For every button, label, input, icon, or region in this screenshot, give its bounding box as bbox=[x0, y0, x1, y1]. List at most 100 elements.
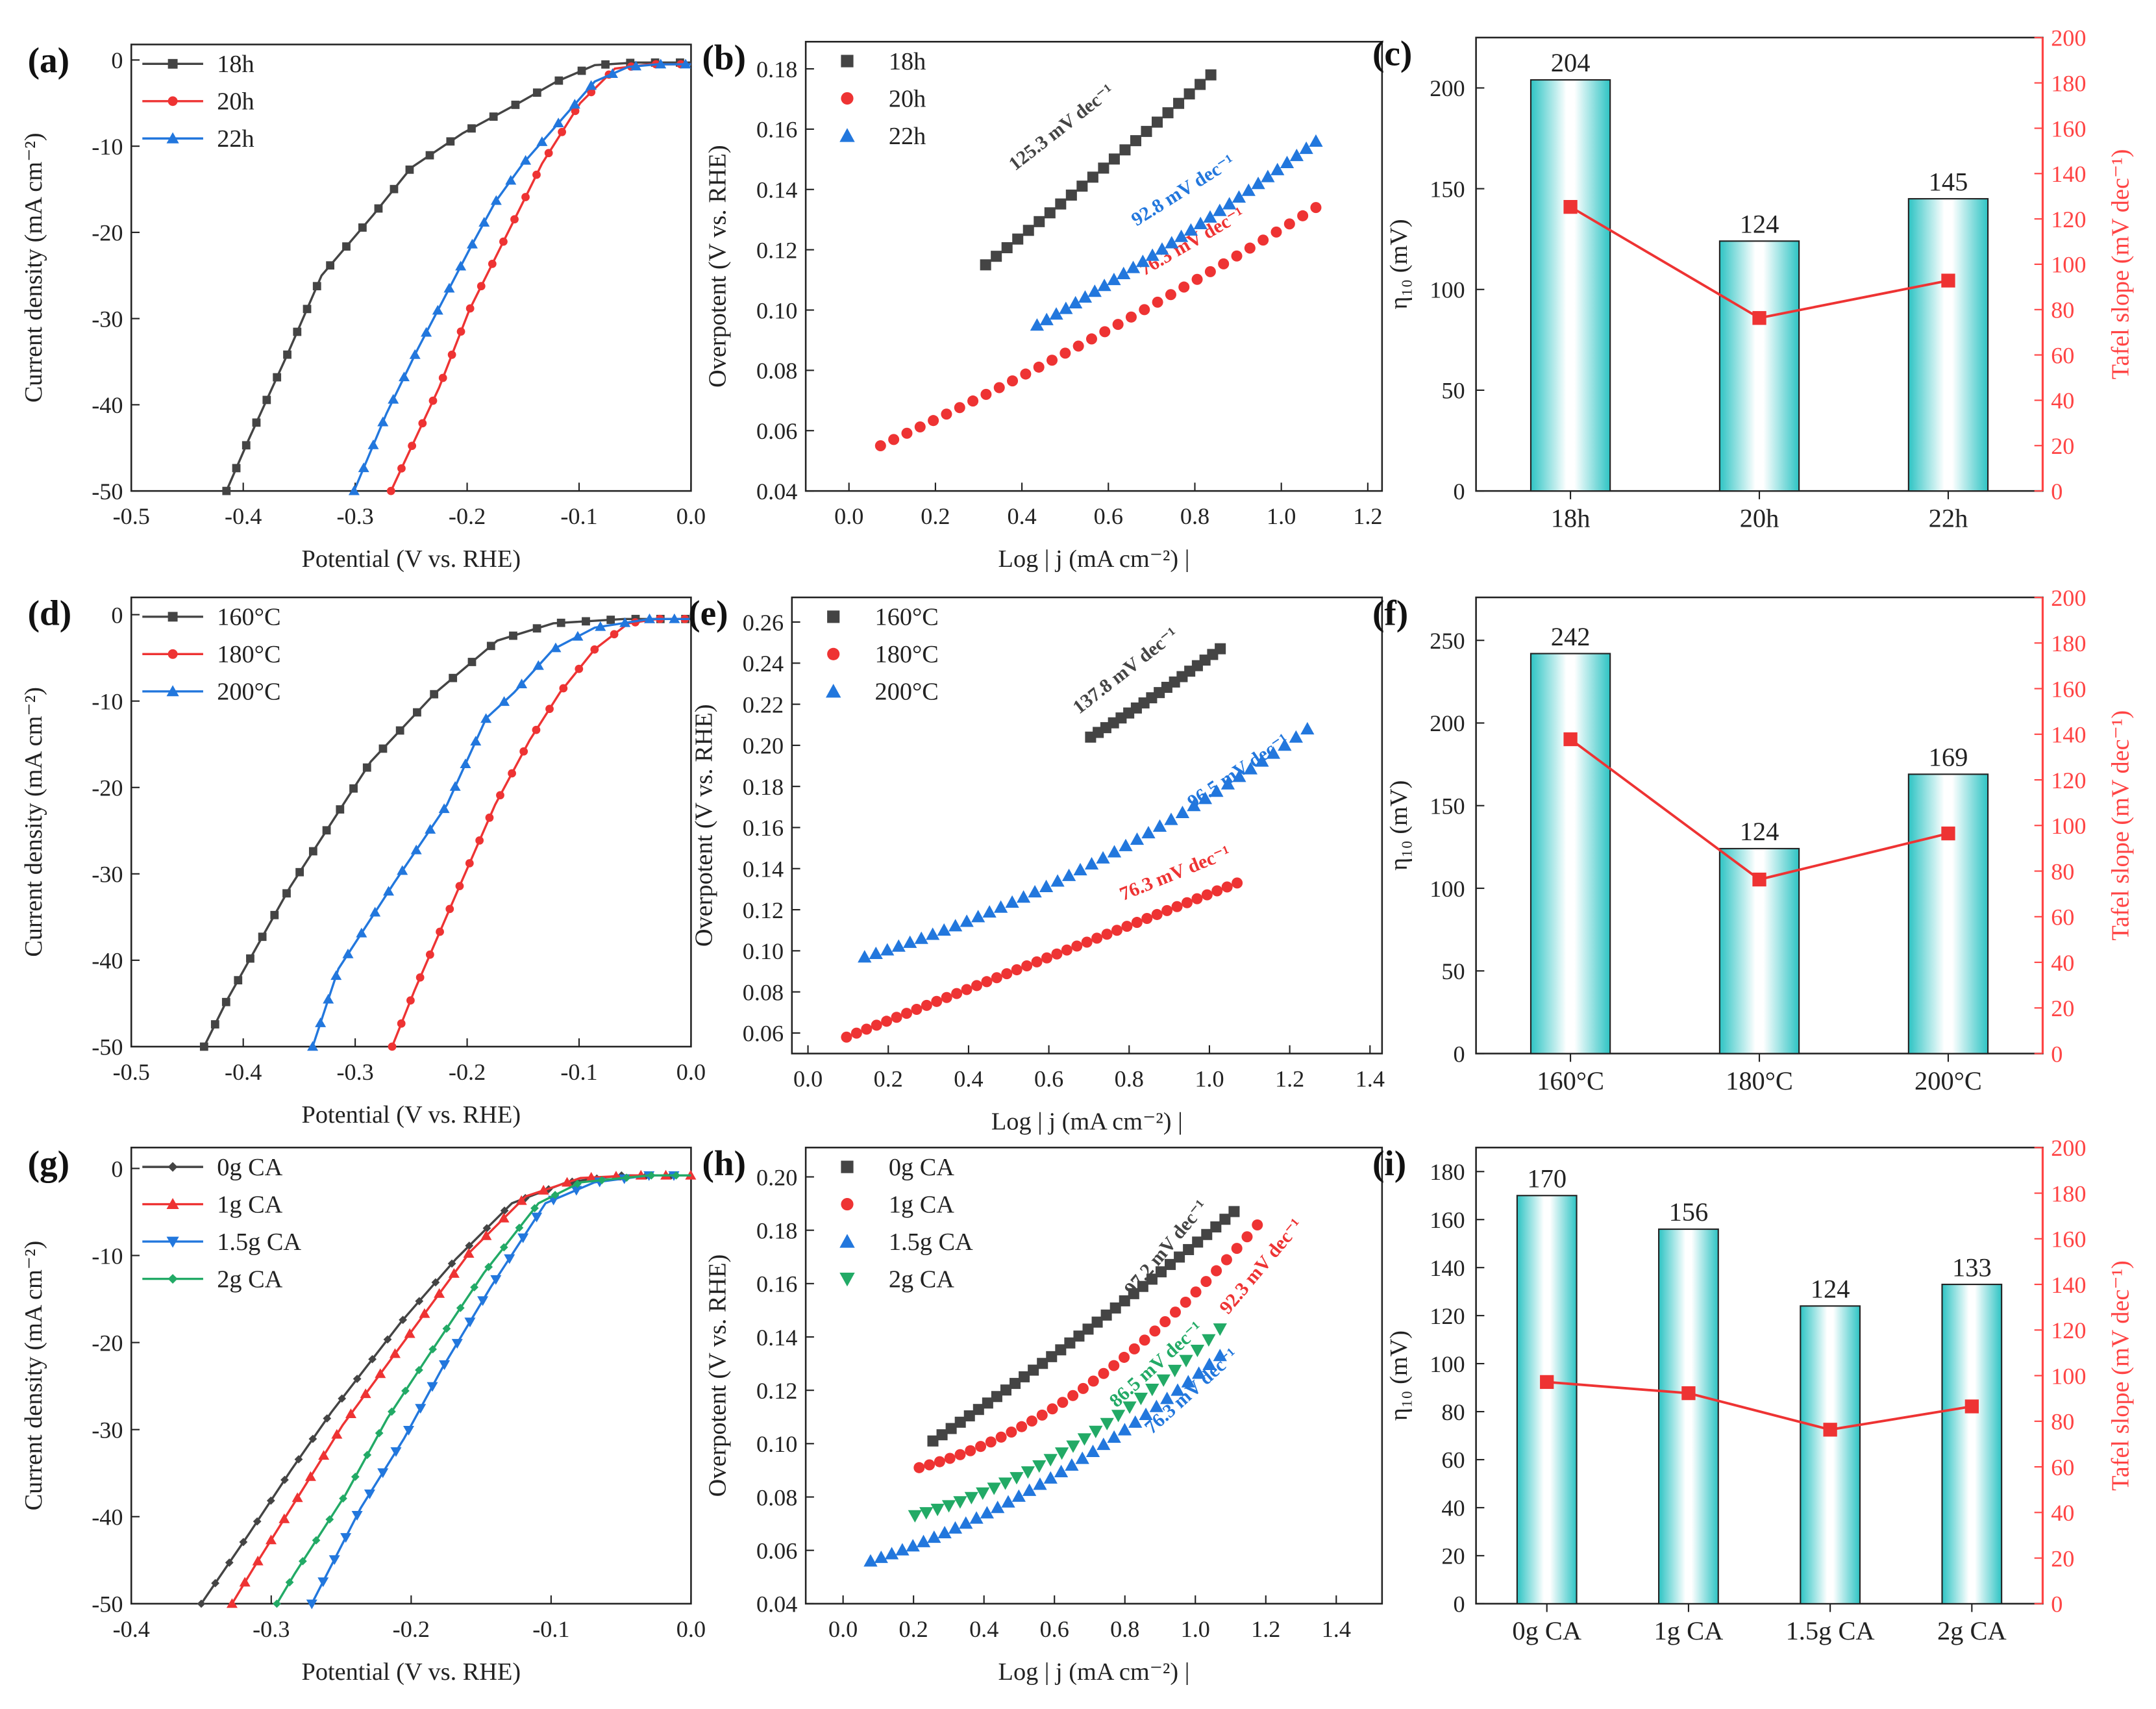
y2-tick-label: 100 bbox=[2051, 252, 2086, 278]
circle-marker bbox=[841, 1031, 852, 1043]
square-marker bbox=[1108, 153, 1120, 165]
triangle-marker bbox=[874, 1551, 888, 1564]
y2-axis-label: Tafel slope (mV dec⁻¹) bbox=[2107, 1260, 2134, 1491]
y2-tick-label: 160 bbox=[2051, 1227, 2086, 1253]
x-tick-label: -0.4 bbox=[225, 1059, 262, 1085]
y-tick-label: 0.06 bbox=[743, 1021, 784, 1047]
circle-marker bbox=[388, 1042, 397, 1051]
x-tick-label: 1.4 bbox=[1356, 1066, 1385, 1092]
y2-tick-label: 120 bbox=[2051, 1317, 2086, 1343]
triangle-marker bbox=[669, 613, 680, 623]
square-marker bbox=[425, 151, 434, 160]
triangle-marker bbox=[1191, 1366, 1206, 1379]
square-marker bbox=[303, 305, 312, 314]
legend-label: 20h bbox=[217, 88, 254, 116]
series-2: 1.5g CA bbox=[142, 1171, 691, 1610]
y-tick-label: 80 bbox=[1441, 1399, 1465, 1425]
triangle-marker bbox=[239, 1577, 251, 1587]
triangle-marker bbox=[1181, 1375, 1195, 1388]
triangle-marker bbox=[1135, 255, 1150, 268]
x-tick-label: 0.0 bbox=[828, 1616, 858, 1642]
circle-marker bbox=[455, 882, 464, 891]
circle-marker bbox=[1270, 226, 1282, 238]
y2-tick-label: 160 bbox=[2051, 116, 2086, 142]
circle-marker bbox=[1310, 202, 1322, 214]
panel-label: (a) bbox=[28, 40, 70, 80]
circle-marker bbox=[1258, 234, 1269, 246]
x-tick-label: -0.4 bbox=[113, 1616, 150, 1642]
x-axis-label: Log | j (mA cm⁻²) | bbox=[998, 1658, 1190, 1686]
triangle-marker bbox=[880, 943, 895, 956]
circle-marker bbox=[928, 415, 939, 427]
square-marker bbox=[362, 763, 371, 772]
x-tick-label: 0g CA bbox=[1512, 1616, 1581, 1645]
triangle-marker bbox=[307, 1041, 319, 1051]
y2-tick-label: 200 bbox=[2051, 585, 2086, 611]
triangle-marker bbox=[1222, 197, 1237, 210]
circle-marker bbox=[408, 442, 417, 451]
diamond-marker bbox=[442, 1324, 451, 1333]
square-marker bbox=[1028, 1364, 1039, 1376]
triangle-marker bbox=[1130, 832, 1145, 845]
triangle-down-marker bbox=[976, 1487, 990, 1500]
x-tick-label: 22h bbox=[1929, 503, 1968, 532]
circle-marker bbox=[913, 1462, 925, 1473]
triangle-marker bbox=[858, 950, 872, 963]
triangle-marker bbox=[1243, 762, 1258, 775]
square-marker bbox=[222, 486, 231, 495]
square-marker bbox=[210, 1020, 219, 1029]
circle-marker bbox=[519, 747, 528, 756]
square-marker bbox=[167, 58, 178, 69]
triangle-marker bbox=[1251, 177, 1265, 190]
y-tick-label: 50 bbox=[1441, 958, 1465, 984]
square-marker bbox=[963, 1410, 975, 1422]
legend-label: 180°C bbox=[875, 641, 939, 668]
square-marker bbox=[1752, 311, 1766, 325]
y-axis-label: η₁₀ (mV) bbox=[1385, 1330, 1413, 1421]
square-marker bbox=[1034, 216, 1045, 227]
triangle-marker bbox=[356, 927, 367, 938]
triangle-down-marker bbox=[464, 1317, 476, 1328]
circle-marker bbox=[1201, 889, 1213, 901]
y-axis-label: Current density (mA cm⁻²) bbox=[20, 687, 47, 957]
triangle-down-marker bbox=[166, 1236, 179, 1248]
diamond-marker bbox=[325, 1515, 334, 1524]
triangle-marker bbox=[1198, 792, 1213, 805]
circle-marker bbox=[967, 395, 979, 407]
square-marker bbox=[199, 1042, 208, 1051]
square-marker bbox=[973, 1404, 984, 1416]
y-tick-label: 0.06 bbox=[756, 418, 797, 444]
panel-label: (f) bbox=[1372, 593, 1408, 633]
y2-tick-label: 40 bbox=[2051, 1500, 2074, 1526]
square-marker bbox=[1119, 144, 1131, 156]
square-marker bbox=[1151, 116, 1163, 128]
triangle-down-marker bbox=[1134, 1392, 1148, 1406]
y-tick-label: -30 bbox=[92, 306, 123, 332]
triangle-down-marker bbox=[1054, 1447, 1069, 1460]
square-marker bbox=[945, 1423, 957, 1434]
plot-frame bbox=[791, 596, 1383, 1054]
circle-marker bbox=[1031, 956, 1043, 967]
x-tick-label: 0.0 bbox=[676, 503, 706, 529]
circle-marker bbox=[1241, 1231, 1253, 1243]
triangle-marker bbox=[358, 462, 369, 473]
circle-marker bbox=[1283, 218, 1295, 230]
plot-frame bbox=[804, 40, 1383, 492]
circle-marker bbox=[532, 725, 541, 734]
square-marker bbox=[601, 60, 610, 69]
triangle-down-marker bbox=[306, 1599, 317, 1610]
circle-marker bbox=[975, 1441, 987, 1453]
triangle-marker bbox=[480, 1230, 492, 1240]
triangle-down-marker bbox=[1179, 1354, 1193, 1367]
triangle-marker bbox=[869, 946, 883, 960]
bar-value-label: 169 bbox=[1929, 743, 1968, 772]
circle-marker bbox=[447, 350, 456, 359]
triangle-down-marker bbox=[427, 1382, 438, 1392]
y-axis-label: Current density (mA cm⁻²) bbox=[20, 1241, 47, 1511]
square-marker bbox=[322, 826, 331, 835]
bar-value-label: 156 bbox=[1669, 1197, 1709, 1227]
triangle-marker bbox=[226, 1598, 238, 1608]
square-marker bbox=[358, 223, 367, 232]
y2-tick-label: 140 bbox=[2051, 161, 2086, 187]
circle-marker bbox=[167, 649, 178, 659]
